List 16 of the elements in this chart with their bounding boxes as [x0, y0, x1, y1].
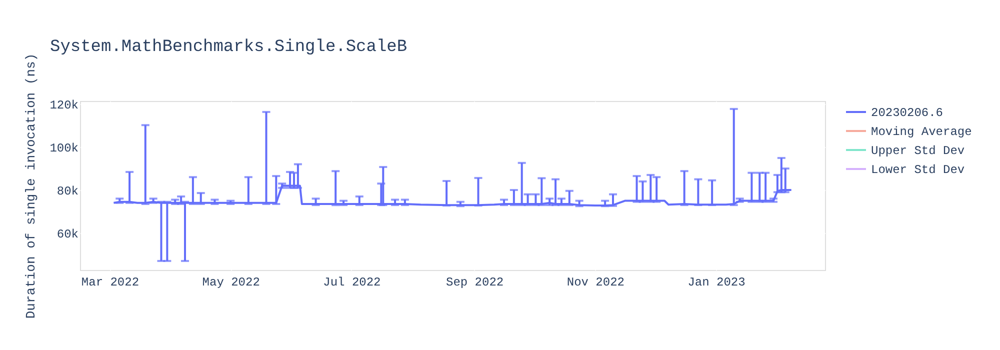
x-tick-label: Mar 2022 [81, 276, 140, 290]
y-tick-label: 100k [50, 142, 78, 156]
y-tick-label: 120k [50, 98, 78, 113]
x-tick-label: Jan 2023 [688, 276, 746, 290]
chart-title: System.MathBenchmarks.Single.ScaleB [50, 38, 408, 57]
y-tick-label: 60k [56, 228, 78, 242]
x-tick-label: Jul 2022 [323, 276, 381, 290]
x-tick-label: Sep 2022 [446, 276, 504, 290]
legend-label: 20230206.6 [871, 106, 944, 120]
x-tick-label: Nov 2022 [566, 276, 624, 290]
y-tick-label: 80k [56, 184, 78, 199]
legend-label: Moving Average [871, 125, 972, 139]
y-axis-title: Duration of single invocation (ns) [24, 53, 39, 319]
legend-label: Upper Std Dev [871, 144, 965, 158]
x-tick-label: May 2022 [202, 276, 260, 290]
legend-label: Lower Std Dev [871, 163, 965, 177]
